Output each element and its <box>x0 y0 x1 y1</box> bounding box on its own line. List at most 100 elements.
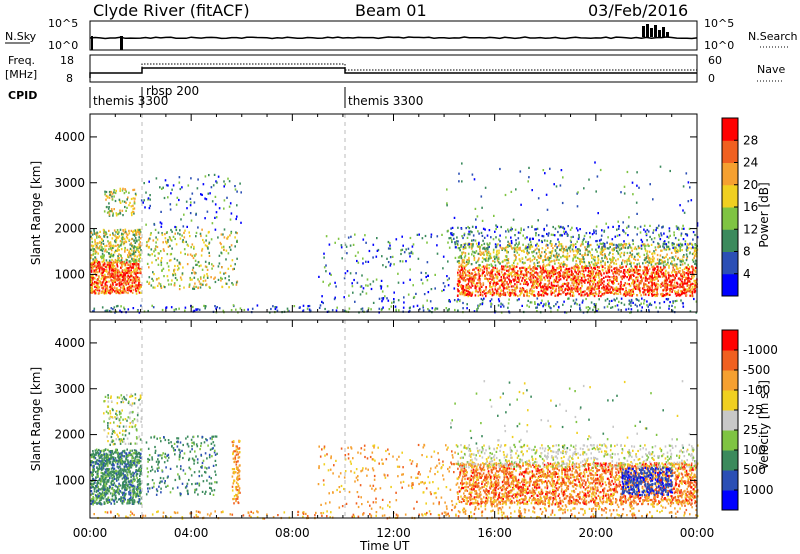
range-gate-cell <box>118 244 120 247</box>
range-gate-cell <box>564 271 566 274</box>
range-gate-cell <box>655 226 658 230</box>
range-gate-cell <box>496 251 498 254</box>
range-gate-cell <box>194 254 196 257</box>
range-gate-cell <box>457 284 460 287</box>
range-gate-cell <box>124 250 126 253</box>
range-gate-cell <box>347 236 350 239</box>
range-gate-cell <box>133 279 135 282</box>
range-gate-cell <box>530 279 533 282</box>
range-gate-cell <box>638 246 641 249</box>
range-gate-cell <box>643 282 645 285</box>
range-gate-cell <box>154 286 156 289</box>
range-gate-cell <box>613 298 615 301</box>
range-gate-cell <box>554 249 557 252</box>
range-gate-cell <box>541 251 543 254</box>
range-gate-cell <box>94 240 96 243</box>
range-gate-cell <box>190 246 192 249</box>
range-gate-cell <box>481 244 483 247</box>
range-gate-cell <box>408 252 411 255</box>
range-gate-cell <box>603 244 606 247</box>
range-gate-cell <box>516 262 519 265</box>
range-gate-cell <box>588 262 591 265</box>
range-gate-cell <box>677 249 680 252</box>
range-gate-cell <box>657 286 659 289</box>
range-gate-cell <box>94 292 96 295</box>
range-gate-cell <box>111 287 113 290</box>
range-gate-cell <box>630 304 632 307</box>
range-gate-cell <box>605 275 607 278</box>
range-gate-cell <box>427 274 429 277</box>
range-gate-cell <box>133 239 135 242</box>
range-gate-cell <box>540 301 542 305</box>
range-gate-cell <box>173 284 176 287</box>
range-gate-cell <box>335 285 337 288</box>
range-gate-cell <box>604 261 606 264</box>
nsearch-tick-top: 10^5 <box>704 17 734 30</box>
range-gate-cell <box>692 268 694 271</box>
range-gate-cell <box>688 267 690 271</box>
range-gate-cell <box>135 292 138 295</box>
range-gate-cell <box>127 256 130 259</box>
range-gate-cell <box>622 244 624 247</box>
range-gate-cell <box>167 245 170 248</box>
range-gate-cell <box>541 234 544 238</box>
range-gate-cell <box>631 282 633 285</box>
range-gate-cell <box>117 304 119 308</box>
range-gate-cell <box>468 260 470 263</box>
range-gate-cell <box>456 236 458 239</box>
range-gate-cell <box>412 243 415 246</box>
range-gate-cell <box>639 269 641 272</box>
range-gate-cell <box>593 286 596 289</box>
range-gate-cell <box>161 233 164 236</box>
range-gate-cell <box>200 283 203 286</box>
range-gate-cell <box>627 293 629 296</box>
range-gate-cell <box>636 268 638 271</box>
range-gate-cell <box>673 246 676 249</box>
range-gate-cell <box>536 265 539 268</box>
range-gate-cell <box>105 285 107 288</box>
range-gate-cell <box>129 254 132 257</box>
range-gate-cell <box>531 269 534 272</box>
range-gate-cell <box>595 232 597 235</box>
range-gate-cell <box>170 283 172 286</box>
range-gate-cell <box>120 259 123 262</box>
range-gate-cell <box>133 188 136 191</box>
range-gate-cell <box>229 218 232 221</box>
cpid-label: CPID <box>8 89 37 102</box>
range-gate-cell <box>511 288 513 292</box>
range-gate-cell <box>120 248 123 251</box>
range-gate-cell <box>450 238 453 242</box>
range-gate-cell <box>615 266 618 269</box>
range-gate-cell <box>656 269 659 272</box>
range-gate-cell <box>576 263 578 266</box>
range-gate-cell <box>485 288 487 291</box>
range-gate-cell <box>103 258 105 261</box>
range-gate-cell <box>100 282 102 285</box>
range-gate-cell <box>436 307 439 310</box>
range-gate-cell <box>599 242 601 245</box>
range-gate-cell <box>656 226 659 229</box>
range-gate-cell <box>460 265 463 268</box>
range-gate-cell <box>120 237 123 240</box>
range-gate-cell <box>585 232 588 235</box>
range-gate-cell <box>631 253 634 256</box>
range-gate-cell <box>514 244 516 247</box>
range-gate-cell <box>609 264 611 267</box>
range-gate-cell <box>461 276 463 279</box>
range-gate-cell <box>643 224 646 227</box>
range-gate-cell <box>126 288 129 292</box>
range-gate-cell <box>544 283 547 286</box>
range-gate-cell <box>450 232 452 235</box>
range-gate-cell <box>684 290 686 293</box>
range-gate-cell <box>676 226 679 229</box>
range-gate-cell <box>98 270 101 273</box>
range-gate-cell <box>393 300 395 303</box>
range-gate-cell <box>173 282 176 285</box>
range-gate-cell <box>686 248 689 251</box>
range-gate-cell <box>101 257 103 260</box>
range-gate-cell <box>581 254 583 257</box>
range-gate-cell <box>474 294 477 297</box>
range-gate-cell <box>176 268 179 271</box>
range-gate-cell <box>430 233 433 236</box>
range-gate-cell <box>134 192 137 195</box>
